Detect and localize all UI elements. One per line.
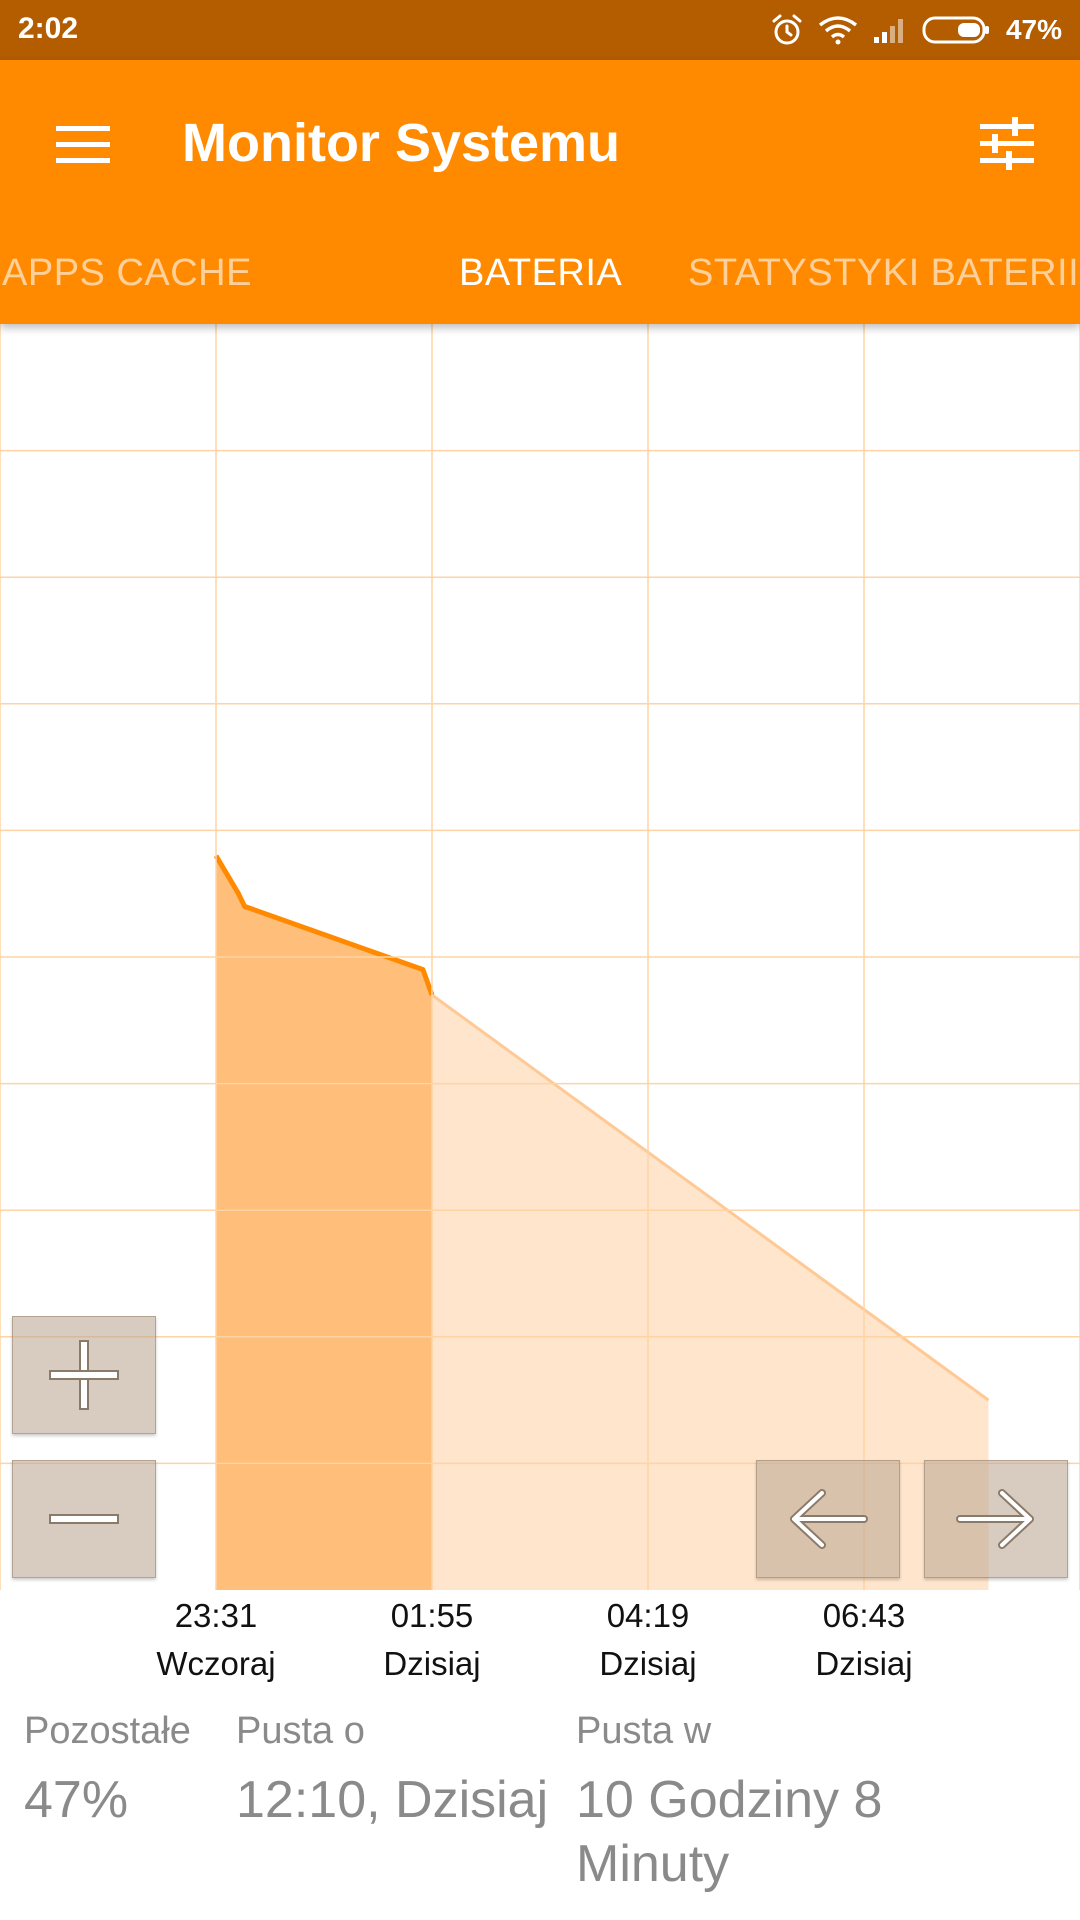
minus-icon bbox=[49, 1514, 119, 1524]
x-tick-time: 23:31 bbox=[174, 1597, 258, 1634]
measured-area bbox=[216, 855, 432, 1590]
status-bar: 2:02 47% bbox=[0, 0, 1080, 60]
remaining-value: 47% bbox=[24, 1771, 129, 1829]
zoom-in-button[interactable] bbox=[12, 1316, 156, 1434]
empty-at-label: Pusta o bbox=[236, 1710, 365, 1752]
battery-percent: 47% bbox=[1005, 14, 1062, 45]
tab-bateria[interactable]: BATERIA bbox=[459, 252, 623, 294]
status-icons: 47% bbox=[770, 10, 1062, 50]
app-title: Monitor Systemu bbox=[182, 113, 621, 173]
empty-at-value: 12:10, Dzisiaj bbox=[236, 1771, 549, 1829]
x-axis-labels: 23:31 Wczoraj 01:55 Dzisiaj 04:19 Dzisia… bbox=[0, 1592, 1080, 1682]
x-tick-time: 06:43 bbox=[822, 1597, 906, 1634]
battery-icon bbox=[922, 16, 989, 44]
empty-in-value: 10 Godziny 8 Minuty bbox=[576, 1771, 883, 1893]
x-tick-label: 06:43 Dzisiaj bbox=[764, 1592, 964, 1688]
remaining-label: Pozostałe bbox=[24, 1710, 191, 1752]
arrow-right-icon bbox=[956, 1489, 1034, 1549]
tab-apps-cache[interactable]: APPS CACHE bbox=[2, 252, 252, 294]
x-tick-label: 23:31 Wczoraj bbox=[116, 1592, 316, 1688]
zoom-out-button[interactable] bbox=[12, 1460, 156, 1578]
empty-in-label: Pusta w bbox=[576, 1710, 712, 1752]
x-tick-label: 01:55 Dzisiaj bbox=[332, 1592, 532, 1688]
arrow-left-icon bbox=[790, 1489, 868, 1549]
projected-area bbox=[432, 994, 989, 1590]
projected-line bbox=[431, 993, 990, 1402]
x-tick-day: Dzisiaj bbox=[815, 1645, 913, 1682]
x-tick-day: Dzisiaj bbox=[383, 1645, 481, 1682]
x-tick-day: Dzisiaj bbox=[599, 1645, 697, 1682]
pan-right-button[interactable] bbox=[924, 1460, 1068, 1578]
x-tick-label: 04:19 Dzisiaj bbox=[548, 1592, 748, 1688]
signal-icon bbox=[873, 19, 903, 43]
tab-statystyki-baterii[interactable]: STATYSTYKI BATERII bbox=[688, 252, 1080, 294]
pan-left-button[interactable] bbox=[756, 1460, 900, 1578]
plus-icon bbox=[49, 1340, 119, 1410]
wifi-icon bbox=[818, 16, 858, 45]
app-bar: Monitor Systemu APPS CACHE BATERIA STATY… bbox=[0, 60, 1080, 324]
tune-sliders-icon[interactable] bbox=[976, 116, 1038, 172]
measured-line bbox=[213, 854, 435, 996]
alarm-icon bbox=[772, 14, 802, 45]
x-tick-time: 04:19 bbox=[606, 1597, 690, 1634]
battery-chart[interactable] bbox=[0, 324, 1080, 1590]
x-tick-day: Wczoraj bbox=[156, 1645, 276, 1682]
battery-chart-svg bbox=[0, 324, 1080, 1590]
status-time: 2:02 bbox=[18, 12, 79, 45]
x-tick-time: 01:55 bbox=[390, 1597, 474, 1634]
hamburger-menu-icon[interactable] bbox=[50, 115, 116, 175]
